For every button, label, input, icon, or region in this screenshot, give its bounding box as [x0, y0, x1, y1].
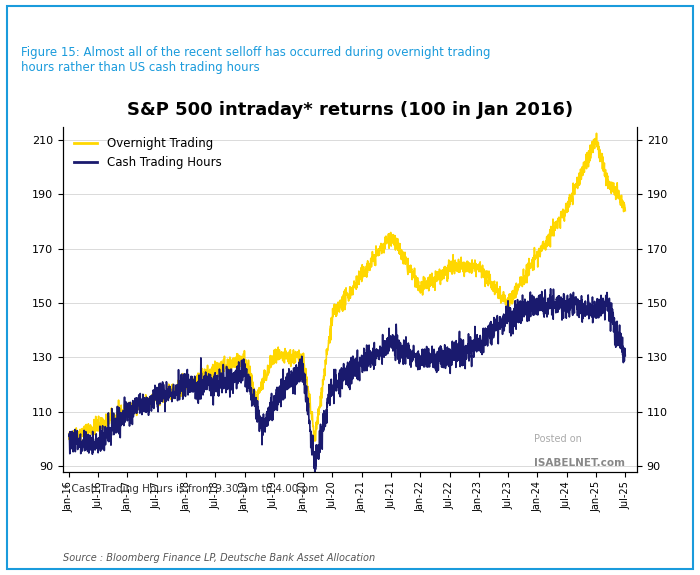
Title: S&P 500 intraday* returns (100 in Jan 2016): S&P 500 intraday* returns (100 in Jan 20… [127, 101, 573, 120]
Text: * Cash Trading Hours is from 9.30 am to 4.00 pm: * Cash Trading Hours is from 9.30 am to … [63, 484, 318, 493]
Text: Figure 15: Almost all of the recent selloff has occurred during overnight tradin: Figure 15: Almost all of the recent sell… [21, 47, 490, 74]
Legend: Overnight Trading, Cash Trading Hours: Overnight Trading, Cash Trading Hours [69, 132, 226, 174]
Text: ISABELNET.com: ISABELNET.com [533, 458, 624, 468]
Text: Posted on: Posted on [533, 434, 582, 444]
Text: Source : Bloomberg Finance LP, Deutsche Bank Asset Allocation: Source : Bloomberg Finance LP, Deutsche … [63, 553, 375, 562]
